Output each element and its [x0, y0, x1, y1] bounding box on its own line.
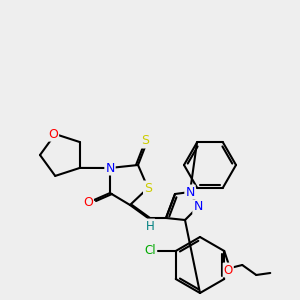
Text: Cl: Cl [144, 244, 156, 257]
Text: N: N [193, 200, 203, 214]
Text: S: S [141, 134, 149, 148]
Text: O: O [48, 128, 58, 141]
Text: O: O [83, 196, 93, 208]
Text: O: O [224, 263, 233, 277]
Text: H: H [146, 220, 154, 232]
Text: S: S [144, 182, 152, 194]
Text: N: N [105, 161, 115, 175]
Text: N: N [185, 185, 195, 199]
